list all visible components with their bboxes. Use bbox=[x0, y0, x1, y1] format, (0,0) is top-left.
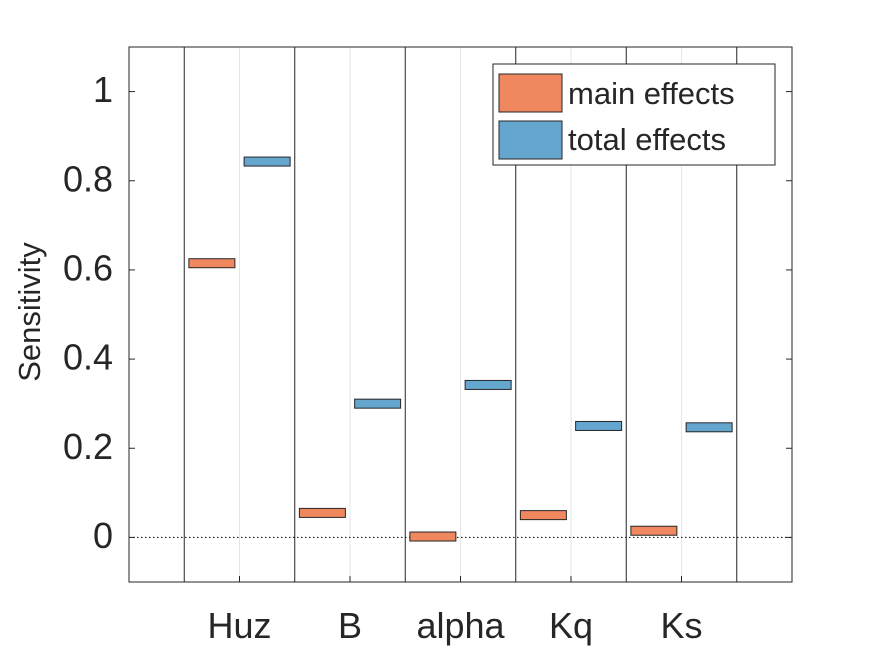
y-axis-ticks: 0 0.2 0.4 0.6 0.8 1 bbox=[63, 69, 792, 556]
bar-total-effects-alpha bbox=[464, 379, 512, 390]
bar-main-effects-alpha bbox=[409, 531, 457, 542]
x-tick-label: Kq bbox=[549, 605, 593, 646]
x-tick-label: B bbox=[338, 605, 362, 646]
bar-total-effects-Kq bbox=[575, 420, 623, 431]
y-tick-label: 0 bbox=[93, 515, 113, 556]
legend-label-total-effects: total effects bbox=[568, 122, 726, 157]
bar-main-effects-B bbox=[298, 507, 346, 518]
y-axis-label: Sensitivity bbox=[12, 242, 47, 382]
x-tick-label: Ks bbox=[660, 605, 702, 646]
x-tick-label: Huz bbox=[207, 605, 271, 646]
bar-main-effects-Ks bbox=[630, 525, 678, 536]
y-tick-label: 0.4 bbox=[63, 337, 113, 378]
legend-swatch-total-effects bbox=[498, 120, 563, 160]
y-tick-label: 0.2 bbox=[63, 426, 113, 467]
x-tick-label: alpha bbox=[416, 605, 505, 646]
legend: main effects total effects bbox=[492, 63, 776, 166]
bar-total-effects-Huz bbox=[243, 156, 291, 167]
bar-main-effects-Kq bbox=[519, 510, 567, 521]
bars bbox=[188, 156, 733, 542]
legend-swatch-main-effects bbox=[498, 73, 563, 113]
bar-total-effects-Ks bbox=[685, 422, 733, 433]
y-tick-label: 1 bbox=[93, 69, 113, 110]
y-tick-label: 0.6 bbox=[63, 247, 113, 288]
legend-label-main-effects: main effects bbox=[568, 76, 735, 111]
bar-total-effects-B bbox=[354, 398, 402, 409]
bar-main-effects-Huz bbox=[188, 258, 236, 269]
y-tick-label: 0.8 bbox=[63, 158, 113, 199]
